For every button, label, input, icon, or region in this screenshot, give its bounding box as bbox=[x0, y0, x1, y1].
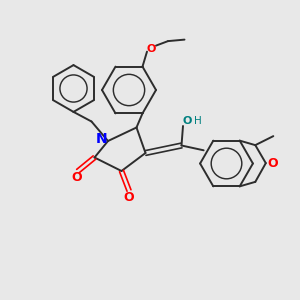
Text: N: N bbox=[96, 132, 107, 145]
Text: H: H bbox=[194, 116, 201, 126]
Text: O: O bbox=[147, 44, 156, 54]
Text: O: O bbox=[183, 116, 192, 127]
Text: O: O bbox=[71, 171, 82, 184]
Text: O: O bbox=[267, 157, 278, 169]
Text: O: O bbox=[124, 190, 134, 204]
